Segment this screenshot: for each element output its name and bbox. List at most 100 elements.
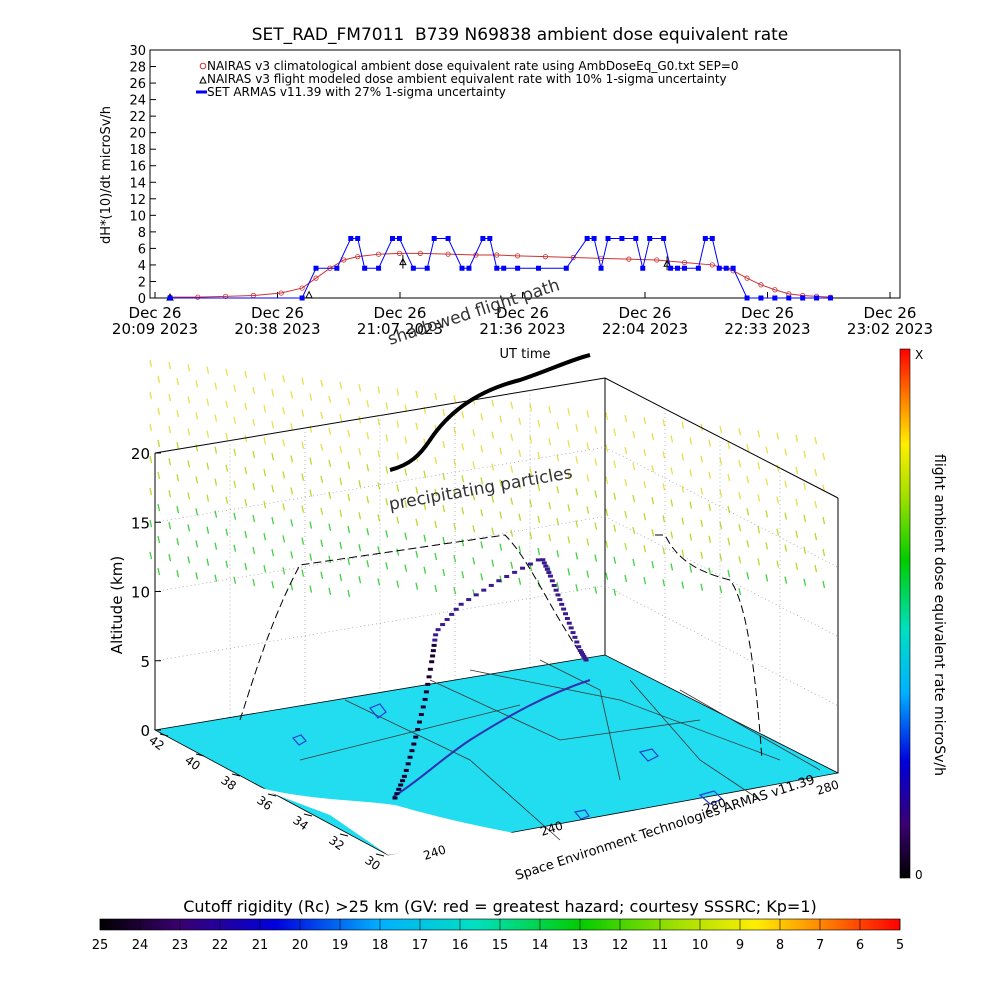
cutoff-rigidity-ticks: 25 24 23 22 21 20 19 18 17 16 15 14 13 12 11 10 9 8 7 6 5 (92, 919, 904, 953)
particle-dash (149, 455, 153, 464)
particle-dash (301, 473, 305, 481)
particle-dash (168, 554, 172, 562)
series-point-set-armas (501, 265, 507, 271)
particle-dash (453, 491, 457, 499)
x-tick-time: 23:02 2023 (847, 320, 933, 338)
flight-track-point (398, 783, 404, 787)
particle-dash (404, 564, 408, 572)
particle-dash (689, 565, 693, 573)
particle-dash (624, 574, 628, 583)
particle-dash (491, 399, 495, 407)
particle-dash (719, 457, 723, 466)
particle-dash (434, 520, 438, 529)
flight-track-point (541, 561, 547, 565)
flight-track (392, 558, 589, 800)
series-point-set-armas (487, 235, 493, 241)
series-point-set-armas (744, 295, 750, 301)
particle-dash (396, 420, 400, 428)
particle-dash (366, 528, 370, 536)
particle-dash (746, 540, 750, 548)
particle-dash (282, 503, 286, 511)
particle-dash (339, 541, 343, 550)
flight-track-point (553, 588, 559, 592)
particle-dash (605, 412, 609, 420)
flight-track-point (403, 768, 409, 772)
particle-dash (149, 487, 153, 496)
particle-dash (510, 529, 514, 537)
particle-dash (290, 551, 294, 559)
particle-dash (662, 483, 666, 491)
particle-dash (252, 514, 256, 523)
series-point-set-armas (591, 235, 597, 241)
particle-dash (377, 450, 381, 458)
particle-dash (567, 472, 571, 480)
particle-dash (613, 588, 617, 596)
particle-dash (225, 496, 229, 504)
series-point-set-armas (410, 265, 416, 271)
flight-track-point (581, 654, 587, 658)
particle-dash (700, 583, 704, 591)
flight-track-point (547, 574, 553, 578)
particle-dash (529, 435, 533, 444)
box-top-right-edge (604, 377, 839, 499)
particle-dash (643, 481, 647, 489)
particle-dash (548, 470, 552, 478)
particle-dash (480, 573, 484, 581)
flight-track-point (561, 607, 567, 611)
particle-dash (700, 519, 704, 527)
particle-dash (195, 540, 199, 548)
particle-dash (575, 488, 579, 496)
series-point-nairas-climatological (542, 254, 549, 260)
particle-dash (176, 410, 180, 418)
flight-track-point (580, 652, 586, 656)
particle-dash (518, 577, 522, 585)
lake-outlines (291, 703, 724, 820)
particle-dash (814, 468, 818, 477)
flight-track-point (396, 787, 402, 791)
particle-dash (537, 483, 541, 492)
particle-dash (632, 430, 636, 439)
y-tick-label: 18 (129, 143, 146, 158)
wall-grid-line-h (604, 446, 839, 568)
particle-dash (624, 542, 628, 551)
particle-dash (252, 578, 256, 587)
particle-dash (822, 452, 826, 461)
particle-dash (529, 531, 533, 540)
z-tick-label: 0 (140, 722, 150, 740)
series-point-set-armas (758, 295, 764, 301)
particle-dash (377, 386, 381, 394)
particle-dash (385, 498, 389, 506)
colorbar-tick-label: 17 (412, 938, 429, 953)
particle-dash (176, 506, 180, 514)
particle-dash (765, 478, 769, 486)
particle-dash (206, 398, 210, 406)
particle-dash (803, 578, 807, 586)
particle-dash (784, 576, 788, 584)
x-tick-time: 21:36 2023 (479, 320, 565, 338)
particle-dash (290, 455, 294, 463)
particle-dash (594, 586, 598, 594)
particle-dash (252, 386, 256, 395)
particle-dash (320, 507, 324, 515)
series-point-set-armas (334, 265, 340, 271)
flight-track-point (427, 667, 433, 671)
legend-label-set-armas: SET ARMAS v11.39 with 27% 1-sigma uncert… (207, 85, 506, 99)
particle-dash (347, 461, 351, 470)
top-chart-title: SET_RAD_FM7011 B739 N69838 ambient dose … (252, 25, 788, 45)
particle-dash (195, 444, 199, 452)
particle-dash (233, 416, 237, 424)
particle-dash (518, 545, 522, 553)
particle-dash (708, 471, 712, 479)
particle-dash (214, 574, 218, 582)
flight-track-point (557, 598, 563, 602)
particle-dash (244, 530, 248, 539)
particle-dash (244, 498, 248, 507)
colorbar-tick-label: 15 (492, 938, 509, 953)
colorbar-tick-label: 13 (572, 938, 589, 953)
top-x-axis-label: UT time (500, 347, 551, 362)
particle-dash (738, 556, 742, 564)
particle-dash (719, 425, 723, 434)
flight-track-point (458, 602, 464, 606)
wall-grid-line-h (154, 585, 606, 662)
particle-dash (396, 388, 400, 396)
